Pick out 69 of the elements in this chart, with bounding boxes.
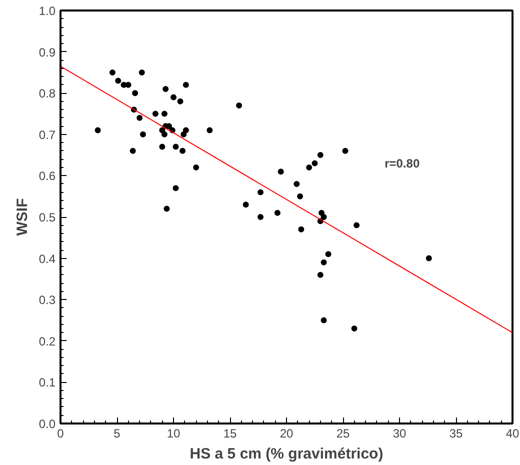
y-tick-label: 0.6 xyxy=(38,169,56,184)
x-tick-label: 5 xyxy=(114,426,121,440)
point xyxy=(182,127,189,134)
y-tick-label: 0.7 xyxy=(38,128,56,142)
point xyxy=(312,160,318,166)
y-tick-label: 0.0 xyxy=(38,417,56,431)
x-tick-label: 15 xyxy=(223,426,237,440)
point xyxy=(138,69,145,76)
y-tick-label: 0.8 xyxy=(38,86,56,101)
point xyxy=(94,127,101,134)
point xyxy=(298,226,304,232)
point xyxy=(206,127,213,134)
point xyxy=(236,102,242,108)
point xyxy=(136,114,143,121)
x-tick-label: 10 xyxy=(166,426,180,440)
point xyxy=(193,164,200,170)
point xyxy=(172,185,179,192)
point xyxy=(115,78,122,84)
point xyxy=(258,214,264,220)
point xyxy=(342,148,348,154)
point xyxy=(318,210,325,216)
point xyxy=(242,202,249,208)
y-tick-label: 0.2 xyxy=(38,334,56,348)
point xyxy=(426,255,432,262)
x-tick-label: 20 xyxy=(280,426,294,440)
x-tick-label: 25 xyxy=(336,426,350,440)
x-axis-title: HS a 5 cm (% gravimétrico) xyxy=(190,446,384,462)
point xyxy=(351,326,358,332)
point xyxy=(161,110,168,117)
point xyxy=(297,193,304,200)
point xyxy=(130,148,136,154)
point xyxy=(164,206,170,212)
point xyxy=(320,214,327,220)
point xyxy=(180,148,186,154)
point xyxy=(320,317,327,324)
point xyxy=(140,131,146,138)
y-tick-label: 0.1 xyxy=(38,376,56,390)
point xyxy=(258,189,264,196)
point xyxy=(159,144,166,150)
point xyxy=(182,82,189,88)
y-tick-label: 0.4 xyxy=(38,252,56,266)
x-tick-label: 40 xyxy=(506,426,520,440)
point xyxy=(162,86,169,92)
y-tick-label: 0.5 xyxy=(38,210,56,224)
y-tick-label: 0.9 xyxy=(38,45,56,60)
point xyxy=(294,180,300,187)
point xyxy=(152,110,158,117)
point xyxy=(317,272,324,278)
point xyxy=(180,131,187,138)
point xyxy=(274,210,280,216)
annotation: r=0.80 xyxy=(384,156,420,170)
y-axis-title: WSIF xyxy=(14,198,31,236)
y-tick-label: 1.0 xyxy=(38,4,56,18)
point xyxy=(278,168,284,175)
x-tick-label: 30 xyxy=(392,426,406,440)
point xyxy=(170,94,176,100)
point xyxy=(325,251,332,258)
point xyxy=(172,144,179,150)
point xyxy=(354,222,360,228)
point xyxy=(177,98,184,104)
point xyxy=(132,90,138,96)
x-tick-label: 0 xyxy=(57,426,64,440)
y-tick-label: 0.3 xyxy=(38,293,56,308)
point xyxy=(317,152,324,158)
x-tick-label: 35 xyxy=(449,426,463,440)
point xyxy=(161,131,168,138)
point xyxy=(320,259,327,266)
point xyxy=(306,164,312,170)
point xyxy=(109,69,116,76)
